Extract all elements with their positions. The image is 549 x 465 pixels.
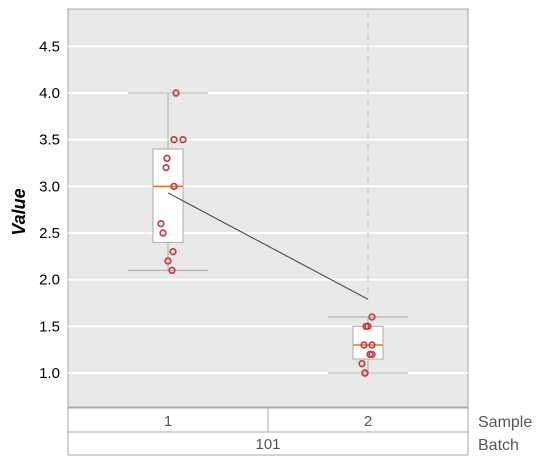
sample-label: 1 [164,413,172,430]
sample-label: 2 [364,413,372,430]
data-point [368,350,376,359]
data-point [368,313,376,321]
sample-row-label: Sample [478,414,532,431]
y-tick-label: 3.5 [39,132,60,149]
y-axis-ticks: 1.0 1.5 2.0 2.5 3.0 3.5 4.0 4.5 [39,38,60,382]
plot-marks [128,12,408,377]
batch-row-label: Batch [478,437,519,454]
data-point [162,163,170,172]
data-point [179,135,187,144]
y-tick-label: 4.5 [39,38,60,55]
data-point [168,266,176,275]
y-tick-label: 4.0 [39,85,60,102]
y-tick-label: 2.5 [39,225,60,242]
data-point [169,247,177,256]
data-point [368,341,376,349]
data-point [170,135,178,144]
data-point [164,257,172,265]
data-point [172,89,180,97]
y-tick-label: 1.0 [39,365,60,382]
data-point [159,229,167,237]
batch-row [67,431,469,456]
plot-background [67,8,469,408]
data-point [163,154,171,163]
batch-label: 101 [255,436,280,453]
data-point [358,359,366,368]
mean-connector-line [167,192,369,300]
box-iqr [352,325,384,360]
data-point [157,219,165,228]
data-point [170,182,178,191]
data-point [360,341,368,349]
y-tick-label: 3.0 [39,178,60,195]
box-iqr [152,148,184,243]
y-axis-label: Value [9,188,29,235]
data-point [361,369,369,377]
y-tick-label: 2.0 [39,272,60,289]
data-point [364,322,372,331]
y-tick-label: 1.5 [39,318,60,335]
